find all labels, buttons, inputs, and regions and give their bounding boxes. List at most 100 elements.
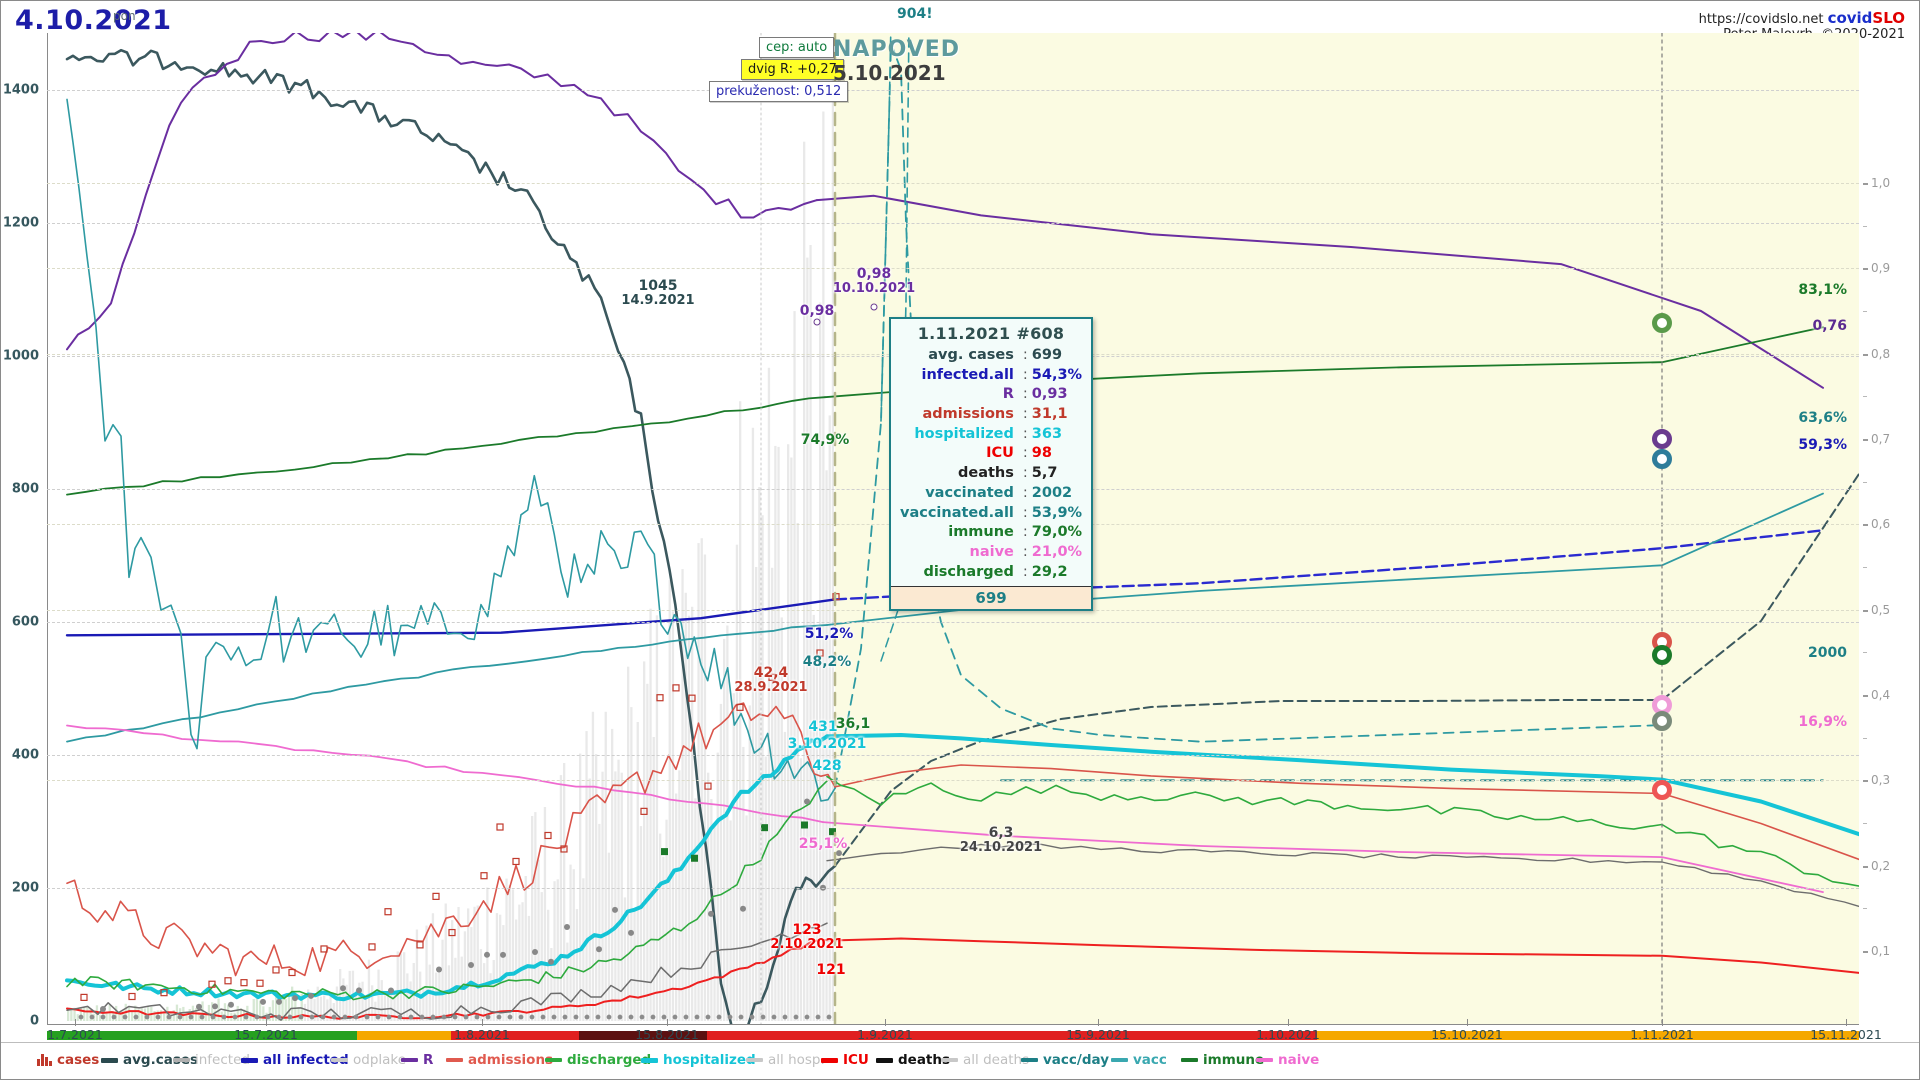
y-axis-right-label: 0,4 <box>1871 688 1891 702</box>
legend-item-deaths[interactable]: deaths <box>876 1052 950 1068</box>
legend-item-vacc[interactable]: vacc <box>1111 1052 1167 1068</box>
x-axis-label: 1.10.2021 <box>1256 1027 1320 1042</box>
legend-item-naive[interactable]: naive <box>1256 1052 1319 1068</box>
annotation-value: 431 <box>808 719 838 735</box>
marker-discharged[interactable] <box>1652 645 1672 665</box>
x-axis-label: 15.11.2021 <box>1810 1027 1882 1042</box>
marker-immune[interactable] <box>1652 313 1672 333</box>
legend-item-infected[interactable]: infected <box>173 1052 250 1068</box>
tooltip-table: avg. cases:699 infected.all:54,3% R:0,93 ad… <box>900 346 1082 582</box>
legend-item-odplake[interactable]: odplake <box>331 1052 406 1068</box>
data-tooltip[interactable]: 1.11.2021 #608 avg. cases:699 infected.al… <box>889 317 1094 612</box>
y-axis-right-label: 0,5 <box>1871 602 1891 617</box>
legend-label: hospitalized <box>663 1052 756 1068</box>
tooltip-row-key: naive <box>969 543 1014 560</box>
tooltip-row-key: discharged <box>923 563 1014 580</box>
cep-badge[interactable]: cep: auto <box>759 37 835 58</box>
legend-label: all deaths <box>963 1052 1030 1068</box>
risk-band-4 <box>707 1031 1317 1040</box>
prekuzenost-badge[interactable]: prekuženost: 0,512 <box>709 81 849 102</box>
x-axis-label: 15.9.2021 <box>1066 1027 1130 1042</box>
marker-deaths[interactable] <box>1652 711 1672 731</box>
marker-infected-all[interactable] <box>1652 449 1672 469</box>
legend-label: deaths <box>898 1052 951 1068</box>
risk-band-3 <box>579 1031 707 1040</box>
annotation-value: 48,2% <box>802 654 852 670</box>
legend-item-all-deaths[interactable]: all deaths <box>941 1052 1029 1068</box>
line-swatch-icon <box>1256 1058 1273 1062</box>
legend-item-discharged[interactable]: discharged <box>545 1052 651 1068</box>
annotation-vaccinated-all: 48,2% <box>802 654 852 670</box>
annotation-value: 36,1 <box>835 716 871 732</box>
tooltip-row: hospitalized:363 <box>900 425 1082 445</box>
peak-leader-left <box>880 33 892 422</box>
tooltip-row: ICU:98 <box>900 444 1082 464</box>
tooltip-row-separator: : <box>1022 524 1028 541</box>
y-axis-left-label: 1400 <box>2 82 39 98</box>
legend-label: admissions <box>468 1052 554 1068</box>
annotation-value: 1045 <box>638 278 678 294</box>
tooltip-row-separator: : <box>1022 484 1028 501</box>
legend-label: all hosp. <box>768 1052 825 1068</box>
legend-item-admissions[interactable]: admissions <box>446 1052 553 1068</box>
brand-covid: covid <box>1827 9 1873 27</box>
annotation-r-peak: 0,98 10.10.2021 <box>833 266 915 296</box>
tooltip-row-separator: : <box>1022 563 1028 580</box>
y-axis-right-label: 1,0 <box>1871 176 1891 190</box>
end-r: 0,76 <box>1812 318 1847 334</box>
hospitalized-history <box>65 734 829 1002</box>
end-naive: 16,9% <box>1798 714 1847 730</box>
annotation-value: 904! <box>897 6 933 22</box>
chart-legend[interactable]: cases avg.cases infected all infected odplak… <box>1 1042 1919 1079</box>
line-swatch-icon <box>821 1057 838 1063</box>
legend-label: immune <box>1203 1052 1265 1068</box>
tooltip-row-value: 0,93 <box>1031 386 1068 403</box>
dvig-r-badge[interactable]: dvig R: +0,27 <box>741 59 844 80</box>
legend-item-hospitalized[interactable]: hospitalized <box>641 1052 756 1068</box>
line-swatch-icon <box>101 1057 118 1063</box>
tooltip-row-separator: : <box>1022 347 1028 363</box>
marker-r[interactable] <box>1652 429 1672 449</box>
legend-item-icu[interactable]: ICU <box>821 1052 869 1068</box>
legend-item-immune[interactable]: immune <box>1181 1052 1264 1068</box>
marker-icu[interactable] <box>1652 780 1672 800</box>
y-axis-right-minor-tick <box>1863 908 1867 910</box>
annotation-value: 123 <box>792 922 822 938</box>
legend-item-cases[interactable]: cases <box>37 1052 99 1068</box>
legend-item-r[interactable]: R <box>401 1052 433 1068</box>
y-axis-right-tick <box>1863 695 1868 697</box>
y-axis-left-label: 800 <box>11 481 39 497</box>
tooltip-row-key: immune <box>948 524 1014 541</box>
end-vaccinated-all: 63,6% <box>1798 410 1847 426</box>
tooltip-row: R:0,93 <box>900 385 1082 405</box>
line-swatch-icon <box>1111 1058 1128 1062</box>
annotation-avgcases-peak: 1045 14.9.2021 <box>621 278 694 308</box>
risk-band-5 <box>1317 1031 1859 1040</box>
y-axis-left-label: 600 <box>11 614 39 630</box>
legend-item-avg-cases[interactable]: avg.cases <box>101 1052 198 1068</box>
site-url[interactable]: https://covidslo.net covidSLO <box>1699 9 1905 27</box>
y-axis-right-tick <box>1863 268 1868 271</box>
y-axis-right-minor-tick <box>1863 396 1867 398</box>
annotation-icu-peak: 123 2.10.2021 <box>770 922 843 952</box>
vacc-history <box>66 624 828 743</box>
x-axis <box>47 1024 1859 1025</box>
tooltip-row-key: deaths <box>958 465 1014 482</box>
tooltip-row-separator: : <box>1022 504 1028 521</box>
tooltip-row: infected.all:54,3% <box>900 366 1082 386</box>
y-axis-right-tick <box>1863 439 1868 441</box>
annotation-disch-361: 36,1 <box>835 716 871 732</box>
x-axis-tick <box>1662 1019 1663 1026</box>
annotation-icu-121: 121 <box>816 962 845 978</box>
tooltip-row-key: ICU <box>986 445 1014 462</box>
hospitalized-forecast <box>825 733 1859 837</box>
y-axis-right-tick <box>1863 353 1868 356</box>
tooltip-row-value: 2002 <box>1031 484 1073 501</box>
legend-item-all-infected[interactable]: all infected <box>241 1052 349 1068</box>
tooltip-row: naive:21,0% <box>900 543 1083 563</box>
tooltip-row-key: hospitalized <box>914 425 1014 442</box>
legend-item-vacc-day[interactable]: vacc/day <box>1021 1052 1109 1068</box>
x-axis-tick <box>1846 1019 1847 1026</box>
discharged-forecast <box>826 775 1859 887</box>
legend-item-all-hosp[interactable]: all hosp. <box>746 1052 825 1068</box>
